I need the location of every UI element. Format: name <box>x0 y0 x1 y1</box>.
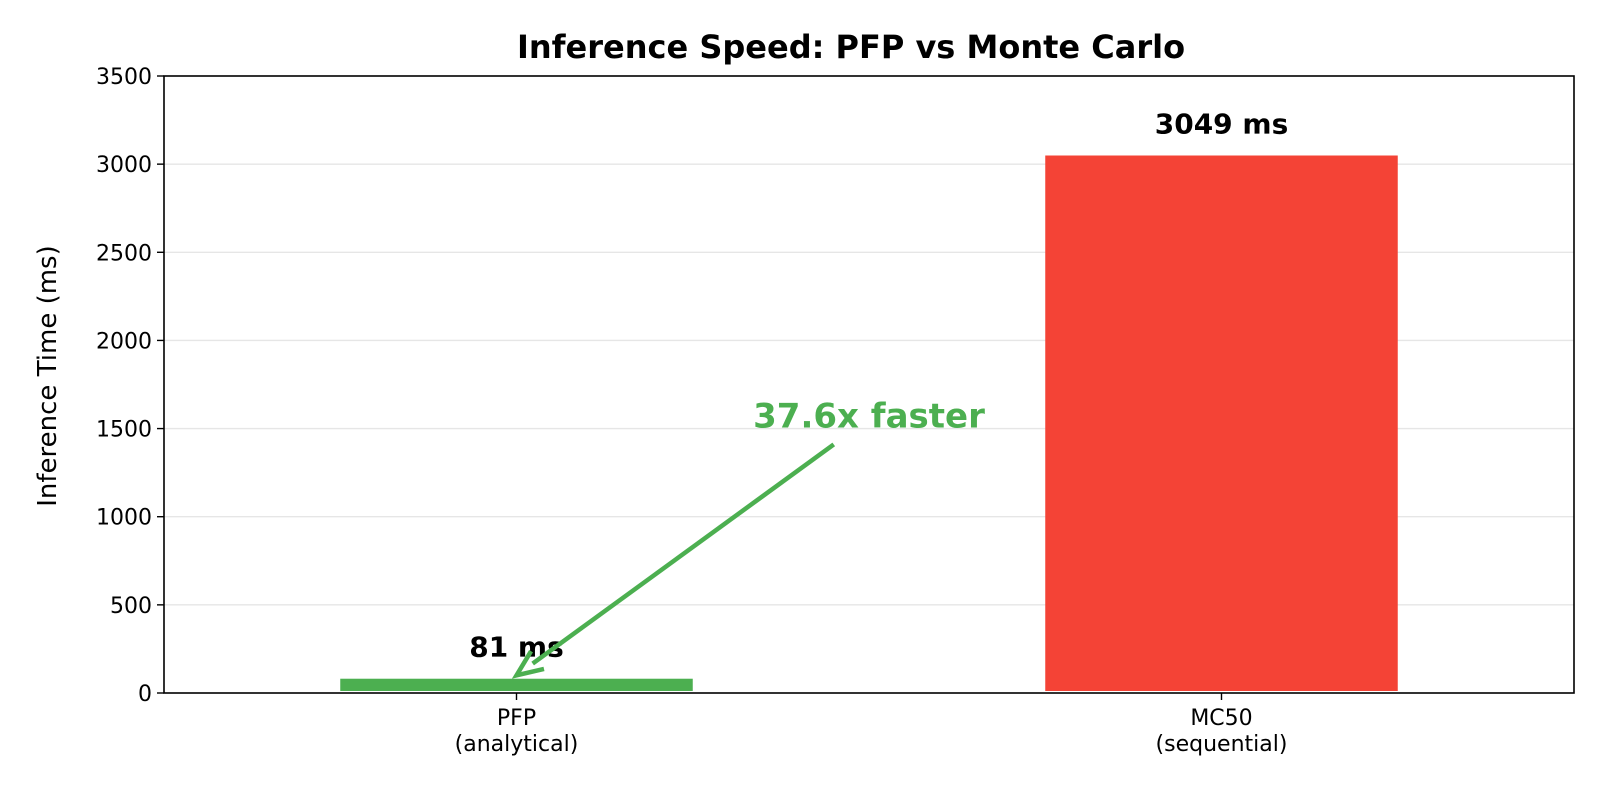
y-tick-label: 1500 <box>96 418 152 443</box>
chart-title: Inference Speed: PFP vs Monte Carlo <box>517 28 1185 66</box>
annotation-text: 37.6x faster <box>753 397 985 437</box>
y-tick-label: 2000 <box>96 329 152 354</box>
x-tick-label: (analytical) <box>455 732 579 757</box>
y-tick-label: 500 <box>110 594 152 619</box>
x-tick-label: (sequential) <box>1156 732 1288 757</box>
y-tick-label: 3500 <box>96 65 152 90</box>
annotation-arrow-shaft <box>531 442 836 666</box>
y-tick-label: 2500 <box>96 241 152 266</box>
y-axis-ticks: 0 500 1000 1500 2000 2500 3000 3500 <box>96 65 164 707</box>
x-axis-ticks: PFP(analytical) MC50(sequential) <box>455 693 1288 757</box>
plot-frame <box>163 75 1575 694</box>
data-labels: 81 ms 3049 ms <box>469 108 1288 664</box>
x-tick-label: MC50 <box>1190 706 1252 731</box>
bars <box>340 155 1398 691</box>
y-tick-label: 1000 <box>96 506 152 531</box>
annotation: 37.6x faster <box>511 397 985 679</box>
y-tick-label: 3000 <box>96 153 152 178</box>
bar-1 <box>1045 155 1398 691</box>
data-label-0: 81 ms <box>469 631 564 664</box>
y-axis-label: Inference Time (ms) <box>33 245 63 507</box>
bar-0 <box>340 678 693 691</box>
x-tick-label: PFP <box>497 706 536 731</box>
y-tick-label: 0 <box>138 682 152 707</box>
data-label-1: 3049 ms <box>1155 108 1289 141</box>
annotation-arrow-head <box>511 650 545 679</box>
